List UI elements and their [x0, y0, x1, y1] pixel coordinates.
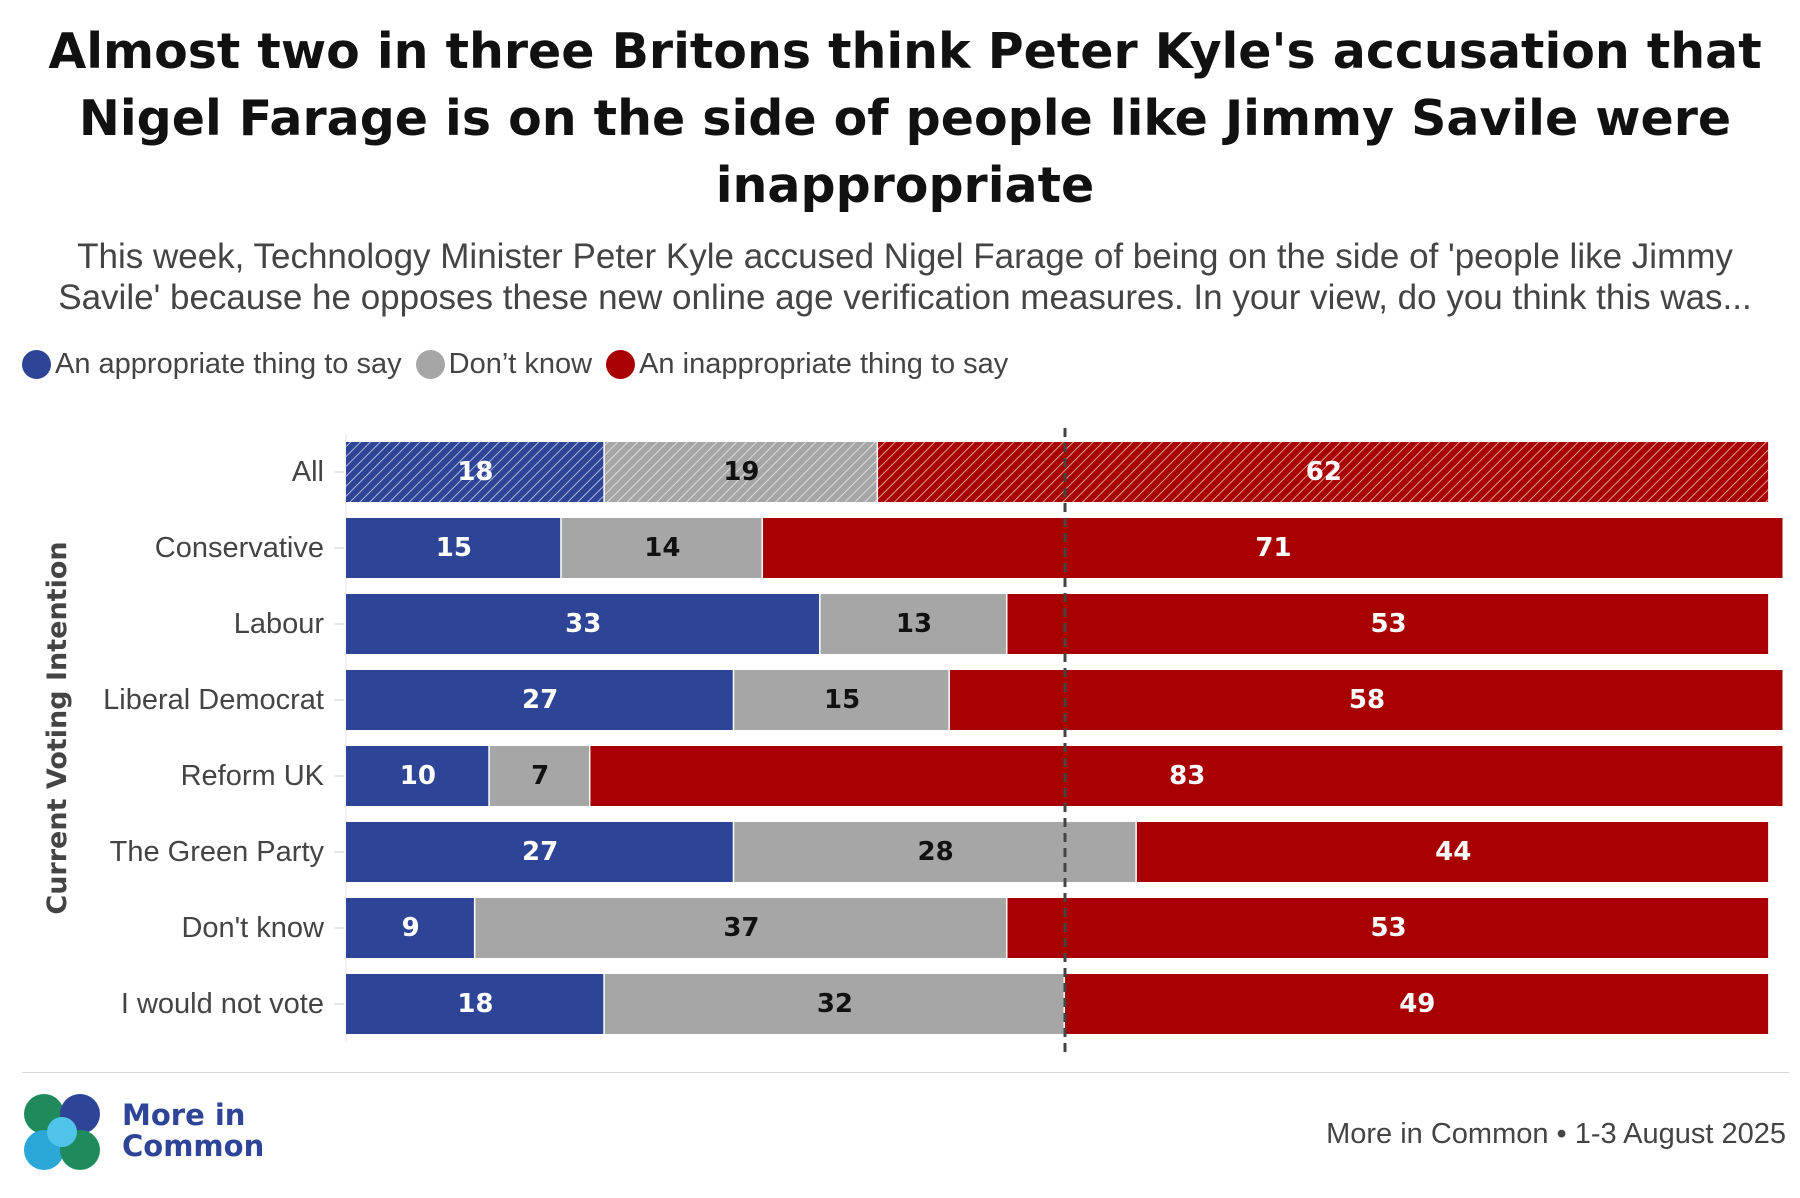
legend-label-inappropriate: An inappropriate thing to say: [639, 347, 1009, 380]
bar-reform-uk-inappropriate-value-label: 83: [1169, 761, 1205, 791]
bar-don-t-know-inappropriate: [1007, 898, 1769, 958]
bar-conservative-appropriate: [346, 518, 561, 578]
logo-wordmark-line2: Common: [122, 1129, 265, 1163]
bar-reform-uk-appropriate: [346, 746, 489, 806]
bar-reform-uk-dont-know: [489, 746, 589, 806]
bar-liberal-democrat-inappropriate-value-label: 58: [1349, 685, 1385, 715]
bar-i-would-not-vote-inappropriate-value-label: 49: [1399, 989, 1435, 1019]
bar-i-would-not-vote-dont-know: [604, 974, 1064, 1034]
bars-layer: All 18 19 62 Conservative 15 14 71 Labour 33 13 53 L…: [103, 428, 1783, 1056]
category-label-i-would-not-vote: I would not vote: [121, 988, 324, 1020]
bar-all-inappropriate-hatch: [878, 442, 1769, 502]
bar-all-dont-know-value-label: 19: [723, 457, 759, 487]
bar-conservative-dont-know: [561, 518, 762, 578]
bar-don-t-know-inappropriate-value-label: 53: [1370, 913, 1406, 943]
category-label-reform-uk: Reform UK: [181, 760, 325, 792]
bar-i-would-not-vote-appropriate-value-label: 18: [457, 989, 493, 1019]
bar-labour-inappropriate: [1007, 594, 1769, 654]
bar-liberal-democrat-dont-know-value-label: 15: [824, 685, 860, 715]
logo-wordmark: More in Common: [122, 1100, 264, 1162]
bar-conservative-dont-know-value-label: 14: [644, 533, 680, 563]
bar-i-would-not-vote-inappropriate: [1065, 974, 1769, 1034]
bar-the-green-party-inappropriate-value-label: 44: [1435, 837, 1471, 867]
category-label-conservative: Conservative: [155, 532, 324, 564]
bar-reform-uk-inappropriate: [590, 746, 1783, 806]
bar-don-t-know-appropriate: [346, 898, 474, 958]
legend-label-dont-know: Don’t know: [448, 347, 593, 380]
bar-liberal-democrat-appropriate-value-label: 27: [522, 685, 558, 715]
legend-label-appropriate: An appropriate thing to say: [55, 347, 402, 380]
bar-labour-dont-know-value-label: 13: [896, 609, 932, 639]
bar-the-green-party-dont-know: [734, 822, 1136, 882]
chart-title: Almost two in three Britons think Peter …: [48, 23, 1762, 214]
category-label-liberal-democrat: Liberal Democrat: [103, 684, 324, 716]
bar-i-would-not-vote-appropriate: [346, 974, 604, 1034]
legend-swatch-dont-know: [415, 349, 445, 379]
category-label-don-t-know: Don't know: [181, 912, 325, 944]
legend-item-dont-know: Don’t know: [415, 347, 593, 381]
legend-item-inappropriate: An inappropriate thing to say: [606, 348, 1008, 381]
bar-liberal-democrat-inappropriate: [949, 670, 1783, 730]
legend-swatch-inappropriate: [606, 349, 636, 379]
bar-conservative-inappropriate-value-label: 71: [1255, 533, 1291, 563]
bar-don-t-know-appropriate-value-label: 9: [402, 913, 420, 943]
bar-i-would-not-vote-dont-know-value-label: 32: [817, 989, 853, 1019]
stacked-bar-chart: All 18 19 62 Conservative 15 14 71 Labour 33 13 53 L…: [42, 428, 1783, 1056]
logo-wordmark-line1: More in: [122, 1098, 246, 1132]
bar-all-inappropriate-value-label: 62: [1306, 457, 1342, 487]
bar-all-dont-know-hatch: [604, 442, 877, 502]
category-label-labour: Labour: [234, 608, 325, 640]
source-note: More in Common • 1-3 August 2025: [1326, 1118, 1786, 1150]
bar-conservative-inappropriate: [763, 518, 1783, 578]
more-in-common-logo-icon: [24, 1094, 100, 1170]
bar-the-green-party-inappropriate: [1136, 822, 1769, 882]
category-label-the-green-party: The Green Party: [110, 836, 325, 868]
bar-liberal-democrat-appropriate: [346, 670, 733, 730]
chart-subtitle: This week, Technology Minister Peter Kyl…: [58, 237, 1752, 317]
bar-conservative-appropriate-value-label: 15: [436, 533, 472, 563]
category-label-all: All: [292, 456, 324, 488]
bar-reform-uk-dont-know-value-label: 7: [531, 761, 549, 791]
bar-labour-appropriate-value-label: 33: [565, 609, 601, 639]
bar-don-t-know-dont-know-value-label: 37: [723, 913, 759, 943]
y-axis-title: Current Voting Intention: [42, 541, 73, 914]
bar-the-green-party-dont-know-value-label: 28: [917, 837, 953, 867]
bar-the-green-party-appropriate-value-label: 27: [522, 837, 558, 867]
footer-divider: [22, 1072, 1789, 1073]
bar-labour-inappropriate-value-label: 53: [1370, 609, 1406, 639]
bar-all-appropriate-value-label: 18: [457, 457, 493, 487]
bar-don-t-know-dont-know: [475, 898, 1006, 958]
bar-labour-dont-know: [820, 594, 1006, 654]
bar-liberal-democrat-dont-know: [734, 670, 949, 730]
bar-the-green-party-appropriate: [346, 822, 733, 882]
legend-swatch-appropriate: [22, 349, 51, 379]
legend-item-appropriate: An appropriate thing to say: [22, 348, 402, 381]
bar-all-appropriate-hatch: [346, 442, 604, 502]
bar-labour-appropriate: [346, 594, 820, 654]
legend: An appropriate thing to say Don’t know A…: [22, 344, 1022, 384]
bar-reform-uk-appropriate-value-label: 10: [400, 761, 436, 791]
